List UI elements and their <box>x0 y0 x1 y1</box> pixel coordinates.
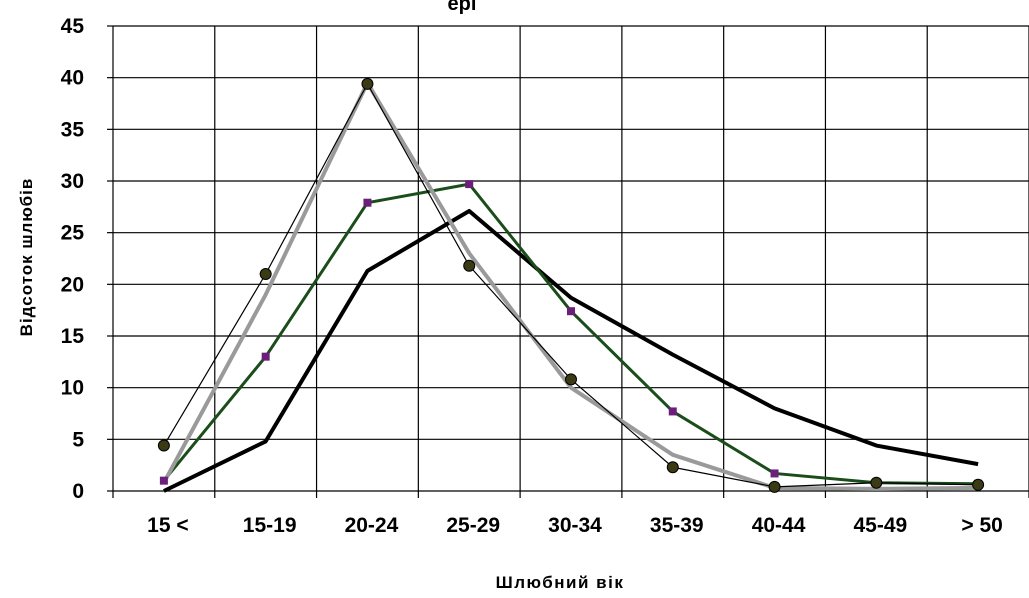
y-tick-label: 0 <box>72 480 84 503</box>
series-2-point <box>363 198 372 207</box>
grid <box>112 25 1029 492</box>
x-tick-label: 45-49 <box>853 514 907 537</box>
series-4-point <box>361 77 374 90</box>
series-2-point <box>261 352 270 361</box>
y-tick-label: 5 <box>72 428 84 451</box>
y-tick-label: 45 <box>61 15 85 38</box>
y-tick-label: 30 <box>61 170 84 193</box>
series-4-point <box>972 478 985 491</box>
x-tick-label: > 50 <box>961 514 1002 537</box>
y-tick-labels: 0 5 10 15 20 25 30 35 40 45 <box>61 15 85 503</box>
series-4-point <box>463 259 476 272</box>
x-tick-label: 15-19 <box>243 514 297 537</box>
series-line-1 <box>163 208 979 493</box>
x-tick-label: 15 < <box>147 514 188 537</box>
series-2-point <box>465 180 474 189</box>
y-tick-label: 20 <box>61 273 84 296</box>
y-tick-label: 10 <box>61 377 84 400</box>
x-axis-title: Шлюбний вік <box>496 573 625 592</box>
series-group <box>157 77 985 493</box>
y-tick-label: 25 <box>61 222 85 245</box>
axes <box>107 25 1029 498</box>
series-4-point <box>259 268 272 280</box>
series-4-point <box>870 476 883 489</box>
series-line-3 <box>162 80 979 491</box>
series-2-point <box>159 476 168 485</box>
x-tick-labels: 15 < 15-19 20-24 25-29 30-34 35-39 40-44 45-49 >… <box>147 514 1003 537</box>
series-4-point <box>565 373 577 386</box>
series-4-point <box>768 480 781 493</box>
series-4-point <box>666 461 679 474</box>
x-tick-label: 35-39 <box>650 514 704 537</box>
x-tick-label: 20-24 <box>345 514 399 537</box>
series-line-4 <box>163 83 979 488</box>
chart-title-fragment: ерi <box>448 0 477 15</box>
x-tick-label: 25-29 <box>446 514 500 537</box>
x-tick-label: 30-34 <box>548 514 602 537</box>
y-tick-label: 40 <box>61 67 84 90</box>
series-2-point <box>770 469 779 478</box>
x-tick-label: 40-44 <box>752 514 806 537</box>
series-4-point <box>157 439 170 452</box>
y-tick-label: 15 <box>61 325 85 348</box>
series-2-point <box>567 307 575 316</box>
series-2-point <box>668 407 677 416</box>
y-axis-title: Відсоток шлюбів <box>17 178 36 337</box>
y-tick-label: 35 <box>61 118 85 141</box>
